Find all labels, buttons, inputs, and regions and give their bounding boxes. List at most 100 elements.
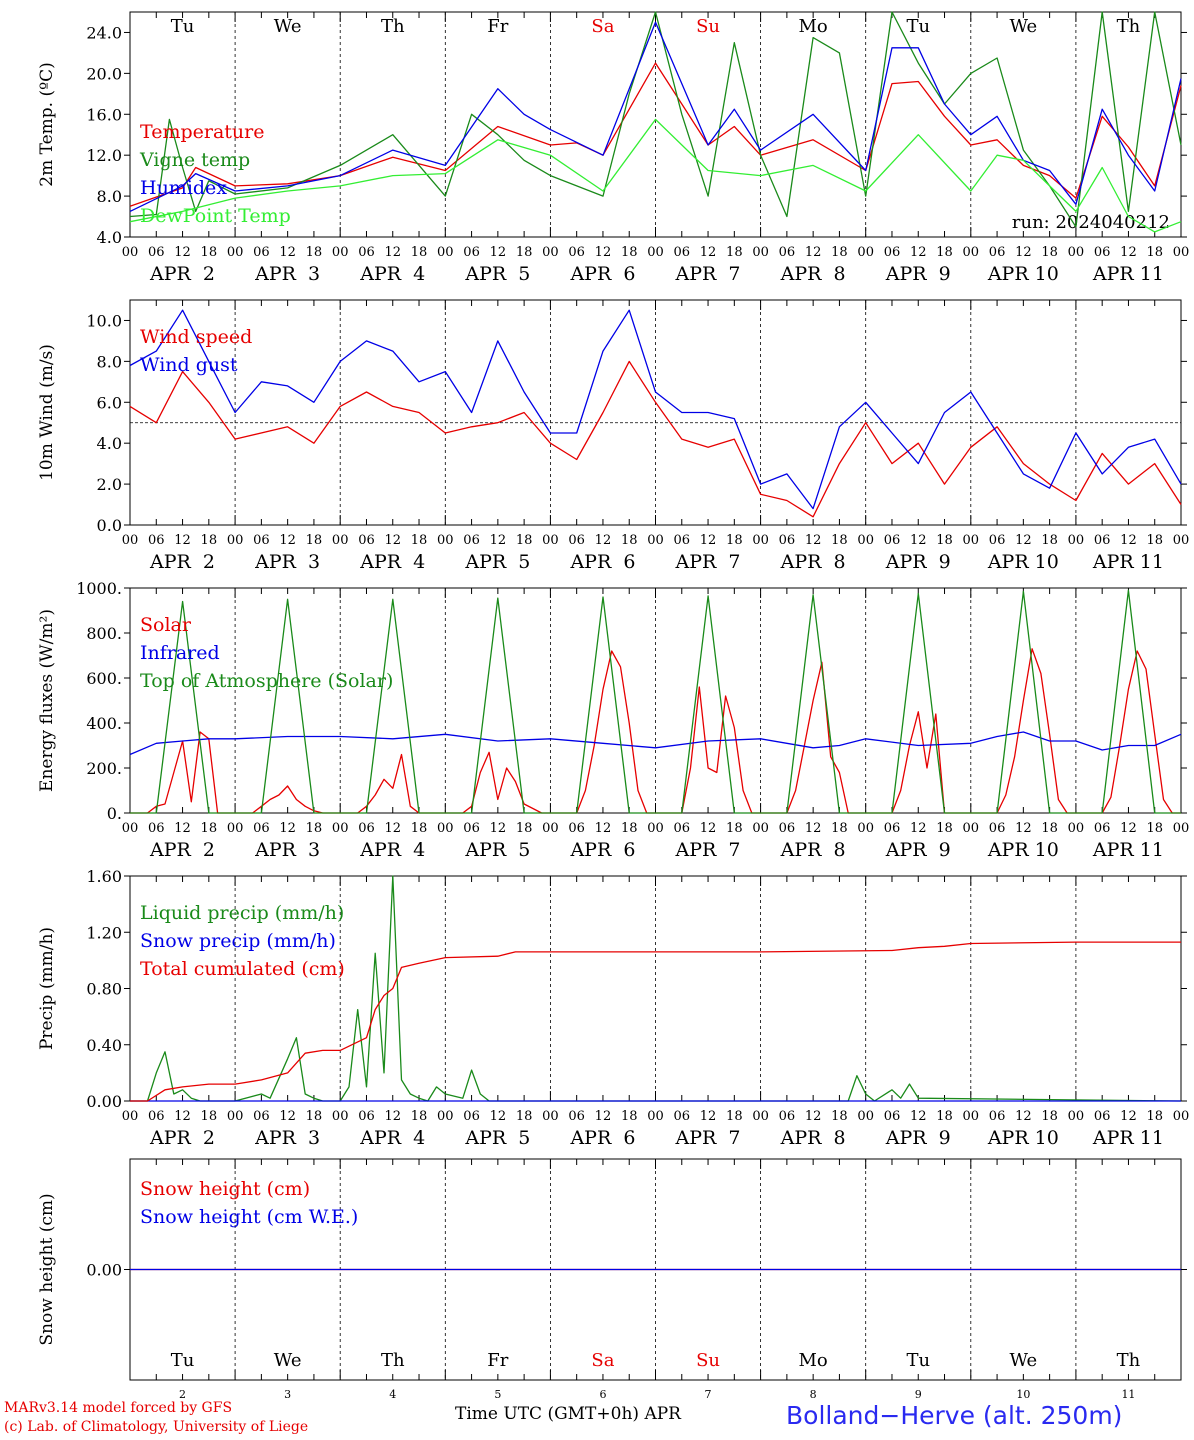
day-label: APR 9 (885, 839, 951, 861)
hour-tick-label: 12 (1120, 821, 1137, 836)
weekday-label: We (1010, 1350, 1038, 1371)
hour-tick-label: 06 (463, 245, 480, 260)
day-number-label: 6 (599, 1388, 606, 1401)
hour-tick-label: 18 (621, 1109, 638, 1124)
y-tick-label: 400. (86, 714, 122, 733)
panel-2: 0.02.04.06.08.010.010m Wind (m/s)00 06 12 1… (37, 300, 1189, 573)
legend-entry: Liquid precip (mm/h) (140, 902, 344, 924)
y-tick-label: 1.60 (86, 867, 122, 886)
hour-tick-label: 18 (936, 821, 953, 836)
legend-entry: Infrared (140, 642, 220, 664)
weekday-label: Th (1117, 16, 1141, 37)
y-tick-label: 6.0 (97, 393, 122, 412)
weekday-label: Fr (487, 16, 508, 37)
day-label: APR 5 (464, 839, 530, 861)
hour-tick-label: 00 (227, 245, 244, 260)
hour-tick-label: 18 (621, 245, 638, 260)
hour-tick-label: 06 (989, 245, 1006, 260)
legend-entry: Solar (140, 614, 192, 636)
hour-tick-label: 12 (1015, 245, 1032, 260)
hour-tick-label: 00 (122, 245, 139, 260)
day-label: APR 6 (569, 839, 635, 861)
hour-tick-label: 12 (700, 1109, 717, 1124)
legend-entry: DewPoint Temp (140, 205, 291, 227)
day-label: APR 2 (149, 1127, 215, 1149)
day-label: APR 6 (569, 1127, 635, 1149)
hour-tick-label: 06 (253, 1109, 270, 1124)
hour-tick-label: 00 (332, 533, 349, 548)
hour-tick-label: 00 (963, 533, 980, 548)
hour-tick-label: 06 (358, 821, 375, 836)
day-label: APR 7 (675, 839, 741, 861)
hour-tick-label: 12 (595, 533, 612, 548)
hour-tick-label: 00 (437, 245, 454, 260)
hour-tick-label: 00 (437, 821, 454, 836)
weekday-label: Th (381, 1350, 405, 1371)
hour-tick-label: 00 (1173, 821, 1190, 836)
hour-tick-label: 12 (910, 533, 927, 548)
y-tick-label: 0.00 (86, 1092, 122, 1111)
day-number-label: 9 (915, 1388, 922, 1401)
plot-frame (130, 300, 1181, 525)
hour-tick-label: 00 (1068, 821, 1085, 836)
day-label: APR 11 (1092, 839, 1164, 861)
day-number-label: 3 (284, 1388, 291, 1401)
hour-tick-label: 00 (963, 1109, 980, 1124)
weekday-label: Th (381, 16, 405, 37)
weekday-label: Th (1117, 1350, 1141, 1371)
y-axis-label: 2m Temp. (ºC) (37, 62, 57, 187)
hour-tick-label: 00 (752, 533, 769, 548)
hour-tick-label: 00 (1068, 245, 1085, 260)
legend-entry: Snow precip (mm/h) (140, 930, 336, 952)
hour-tick-label: 06 (148, 245, 165, 260)
hour-tick-label: 06 (463, 821, 480, 836)
hour-tick-label: 12 (910, 245, 927, 260)
y-axis-label: Snow height (cm) (37, 1193, 57, 1345)
hour-tick-label: 00 (227, 821, 244, 836)
hour-tick-label: 00 (122, 533, 139, 548)
y-tick-label: 16.0 (86, 105, 122, 124)
run-label: run: 2024040212 (1012, 212, 1170, 233)
panel-3: 0.200.400.600.800.1000.Energy fluxes (W/… (37, 579, 1189, 861)
hour-tick-label: 00 (1068, 533, 1085, 548)
hour-tick-label: 06 (568, 533, 585, 548)
day-label: APR 3 (254, 1127, 320, 1149)
hour-tick-label: 18 (726, 1109, 743, 1124)
day-label: APR 3 (254, 263, 320, 285)
hour-tick-label: 06 (253, 245, 270, 260)
hour-tick-label: 06 (884, 245, 901, 260)
day-label: APR 6 (569, 551, 635, 573)
day-label: APR 10 (987, 263, 1059, 285)
hour-tick-label: 00 (332, 821, 349, 836)
station-name: Bolland−Herve (alt. 250m) (786, 1401, 1122, 1430)
day-label: APR 11 (1092, 263, 1164, 285)
hour-tick-label: 12 (384, 1109, 401, 1124)
hour-tick-label: 12 (490, 1109, 507, 1124)
hour-tick-label: 06 (674, 821, 691, 836)
y-tick-label: 10.0 (86, 311, 122, 330)
hour-tick-label: 00 (437, 533, 454, 548)
hour-tick-label: 00 (332, 245, 349, 260)
day-number-label: 5 (494, 1388, 501, 1401)
hour-tick-label: 18 (201, 533, 218, 548)
hour-tick-label: 06 (1094, 1109, 1111, 1124)
hour-tick-label: 12 (490, 245, 507, 260)
hour-tick-label: 06 (358, 533, 375, 548)
hour-tick-label: 18 (831, 821, 848, 836)
hour-tick-label: 12 (805, 533, 822, 548)
weekday-label: Su (696, 1350, 720, 1371)
legend-entry: Humidex (140, 177, 227, 199)
weekday-label: Fr (487, 1350, 508, 1371)
hour-tick-label: 18 (411, 533, 428, 548)
hour-tick-label: 18 (1041, 533, 1058, 548)
hour-tick-label: 00 (857, 245, 874, 260)
hour-tick-label: 12 (910, 1109, 927, 1124)
hour-tick-label: 12 (279, 533, 296, 548)
y-tick-label: 8.0 (97, 187, 122, 206)
day-label: APR 10 (987, 551, 1059, 573)
day-label: APR 8 (780, 839, 846, 861)
y-axis-label: Energy fluxes (W/m²) (37, 609, 57, 792)
hour-tick-label: 06 (1094, 245, 1111, 260)
hour-tick-label: 00 (227, 533, 244, 548)
hour-tick-label: 18 (621, 821, 638, 836)
